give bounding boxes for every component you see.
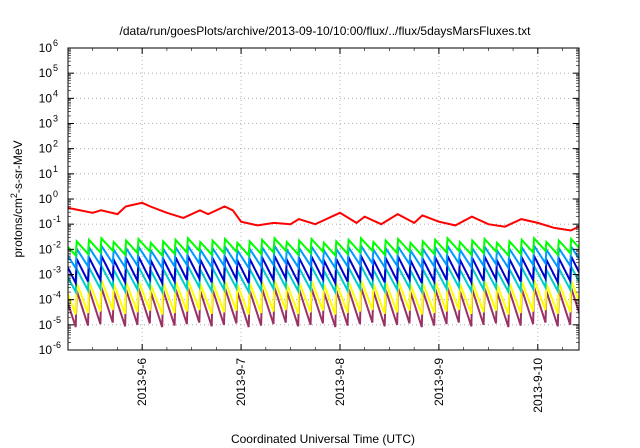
y-tick-label: 10: [39, 66, 53, 80]
y-tick-exponent: -2: [53, 239, 61, 249]
x-tick-labels: 2013-9-6 2013-9-7 2013-9-8 2013-9-9 2013-9-1…: [135, 358, 545, 413]
series-line: [68, 252, 579, 288]
y-tick-exponent: 2: [53, 139, 58, 149]
y-tick-base: 10: [39, 167, 53, 181]
y-tick-label: 10: [39, 268, 53, 282]
y-tick-label: 10: [39, 217, 53, 231]
y-tick-exponent: -3: [53, 265, 61, 275]
y-tick-exponent: -4: [53, 290, 61, 300]
y-tick-label: 10: [39, 293, 53, 307]
data-series: [68, 201, 579, 328]
y-tick-base: 10: [39, 142, 53, 156]
y-tick-base: 10: [39, 217, 53, 231]
y-tick-base: 10: [39, 91, 53, 105]
y-tick-base: 10: [39, 192, 53, 206]
y-tick-exponent: 5: [53, 63, 58, 73]
y-tick-label: 10: [39, 343, 53, 357]
x-tick-label: 2013-9-8: [333, 358, 347, 406]
y-tick-base: 10: [39, 242, 53, 256]
y-tick-exponent: 0: [53, 189, 58, 199]
y-tick-exponent: -1: [53, 214, 61, 224]
x-tick-label: 2013-9-7: [234, 358, 248, 406]
y-tick-labels: 10 -610 -510 -410 -310 -210 -110 010 110 210 310 41…: [39, 38, 61, 357]
y-axis-label: protons/cm2-s-sr-MeV: [9, 140, 25, 257]
y-tick-label: 10: [39, 41, 53, 55]
y-tick-exponent: 1: [53, 164, 58, 174]
y-tick-base: 10: [39, 268, 53, 282]
series-line: [68, 279, 579, 315]
y-tick-label: 10: [39, 142, 53, 156]
y-axis-label-tail: -s-sr-MeV: [11, 140, 25, 193]
y-tick-label: 10: [39, 167, 53, 181]
y-tick-label: 10: [39, 242, 53, 256]
y-tick-base: 10: [39, 343, 53, 357]
y-tick-exponent: 6: [53, 38, 58, 48]
plot-frame: [67, 47, 580, 351]
y-tick-label: 10: [39, 117, 53, 131]
x-tick-label: 2013-9-6: [135, 358, 149, 406]
y-tick-base: 10: [39, 318, 53, 332]
y-tick-exponent: -5: [53, 315, 61, 325]
y-tick-base: 10: [39, 117, 53, 131]
y-tick-exponent: 4: [53, 88, 58, 98]
series-line: [68, 201, 579, 232]
series-line: [68, 242, 579, 272]
y-tick-base: 10: [39, 66, 53, 80]
x-axis-label: Coordinated Universal Time (UTC): [231, 432, 415, 446]
y-tick-label: 10: [39, 318, 53, 332]
series-line: [68, 262, 579, 296]
series-line: [68, 286, 579, 328]
y-tick-exponent: 3: [53, 114, 58, 124]
y-tick-label: 10: [39, 91, 53, 105]
chart-title: /data/run/goesPlots/archive/2013-09-10/1…: [120, 24, 532, 38]
y-tick-exponent: -6: [53, 340, 61, 350]
x-tick-label: 2013-9-10: [531, 358, 545, 413]
series-line: [68, 235, 579, 258]
y-tick-base: 10: [39, 41, 53, 55]
x-tick-label: 2013-9-9: [432, 358, 446, 406]
y-tick-label: 10: [39, 192, 53, 206]
y-axis-label-main: protons/cm: [11, 198, 25, 257]
y-tick-base: 10: [39, 293, 53, 307]
y-axis-label-superscript: 2: [9, 193, 19, 198]
